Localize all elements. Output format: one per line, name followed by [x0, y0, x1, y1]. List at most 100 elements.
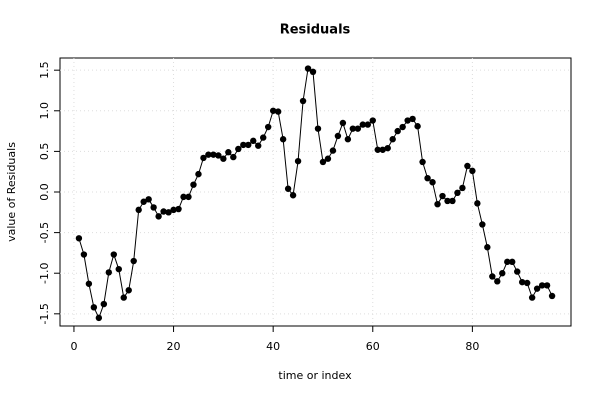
data-point — [464, 162, 471, 170]
x-tick-label: 20 — [167, 340, 181, 353]
data-point — [155, 213, 162, 220]
x-tick-label: 80 — [465, 340, 479, 353]
data-point — [269, 107, 277, 114]
data-point — [409, 115, 416, 123]
data-point — [548, 292, 556, 300]
data-point — [449, 197, 456, 205]
data-point — [414, 123, 421, 130]
x-tick-label: 60 — [366, 340, 380, 353]
data-point — [489, 273, 496, 280]
data-point — [230, 153, 237, 161]
data-point — [389, 136, 396, 143]
data-point — [165, 209, 172, 216]
data-point — [274, 108, 282, 115]
data-point — [125, 287, 132, 294]
data-point — [459, 184, 466, 192]
data-point — [175, 205, 182, 213]
data-point — [514, 268, 521, 275]
data-point — [369, 117, 376, 124]
data-point — [195, 170, 202, 178]
data-point — [344, 136, 352, 143]
data-point — [494, 278, 501, 285]
data-point — [429, 179, 436, 186]
data-point — [299, 97, 307, 105]
data-point — [145, 196, 152, 203]
data-point — [454, 189, 461, 197]
data-point — [180, 193, 187, 201]
y-axis-label: value of Residuals — [5, 142, 18, 242]
data-point — [304, 65, 312, 72]
data-point — [479, 221, 486, 228]
data-point — [90, 304, 98, 311]
data-point — [533, 285, 541, 292]
data-point — [484, 244, 491, 251]
data-point — [399, 123, 406, 131]
data-point — [205, 151, 212, 158]
data-point — [434, 200, 441, 208]
data-point — [245, 141, 252, 149]
y-tick-label: 0.0 — [38, 183, 51, 201]
data-point — [240, 141, 247, 149]
x-tick-label: 0 — [70, 340, 77, 353]
data-point — [528, 294, 536, 301]
data-point — [444, 197, 451, 205]
data-point — [105, 269, 113, 276]
data-point — [135, 206, 142, 214]
data-point — [220, 155, 227, 162]
data-point — [85, 280, 93, 287]
data-point — [130, 257, 137, 265]
data-point — [509, 258, 516, 266]
data-point — [309, 68, 317, 76]
data-point — [225, 149, 232, 156]
data-point — [364, 121, 371, 128]
data-point — [439, 192, 446, 200]
data-point — [115, 265, 122, 273]
y-tick-label: -1.5 — [38, 303, 51, 324]
data-point — [543, 282, 551, 289]
data-point — [499, 270, 506, 277]
data-point — [75, 235, 83, 242]
data-point — [374, 146, 381, 153]
data-point — [264, 123, 272, 131]
data-point — [200, 154, 207, 162]
data-point — [538, 282, 546, 289]
data-point — [474, 200, 481, 207]
data-point — [384, 144, 391, 152]
data-point — [110, 251, 117, 258]
x-tick-label: 40 — [266, 340, 280, 353]
data-point — [379, 146, 386, 153]
data-point — [210, 151, 217, 158]
y-tick-label: 1.0 — [38, 102, 51, 120]
x-axis-label: time or index — [278, 369, 352, 382]
y-tick-label: 1.5 — [38, 61, 51, 79]
y-tick-label: 0.5 — [38, 143, 51, 161]
data-point — [100, 300, 108, 308]
data-point — [319, 158, 327, 166]
data-point — [329, 147, 337, 154]
data-point — [359, 121, 367, 128]
data-point — [80, 251, 88, 258]
data-point — [250, 137, 257, 145]
data-point — [424, 174, 431, 182]
data-point — [504, 258, 511, 266]
data-point — [255, 142, 262, 149]
y-tick-label: -0.5 — [38, 222, 51, 243]
data-point — [95, 314, 103, 322]
data-point — [518, 278, 526, 286]
data-point — [349, 125, 357, 132]
y-tick-label: -1.0 — [38, 262, 51, 283]
data-point — [419, 158, 426, 166]
data-point — [260, 134, 267, 141]
data-point — [354, 125, 362, 132]
data-point — [160, 208, 167, 215]
data-point — [170, 206, 177, 214]
data-point — [339, 119, 347, 127]
data-point — [120, 294, 127, 301]
data-point — [185, 193, 192, 201]
data-point — [190, 181, 197, 188]
data-point — [294, 157, 302, 165]
data-point — [279, 136, 287, 143]
chart-title: Residuals — [280, 23, 351, 38]
data-point — [140, 198, 147, 205]
